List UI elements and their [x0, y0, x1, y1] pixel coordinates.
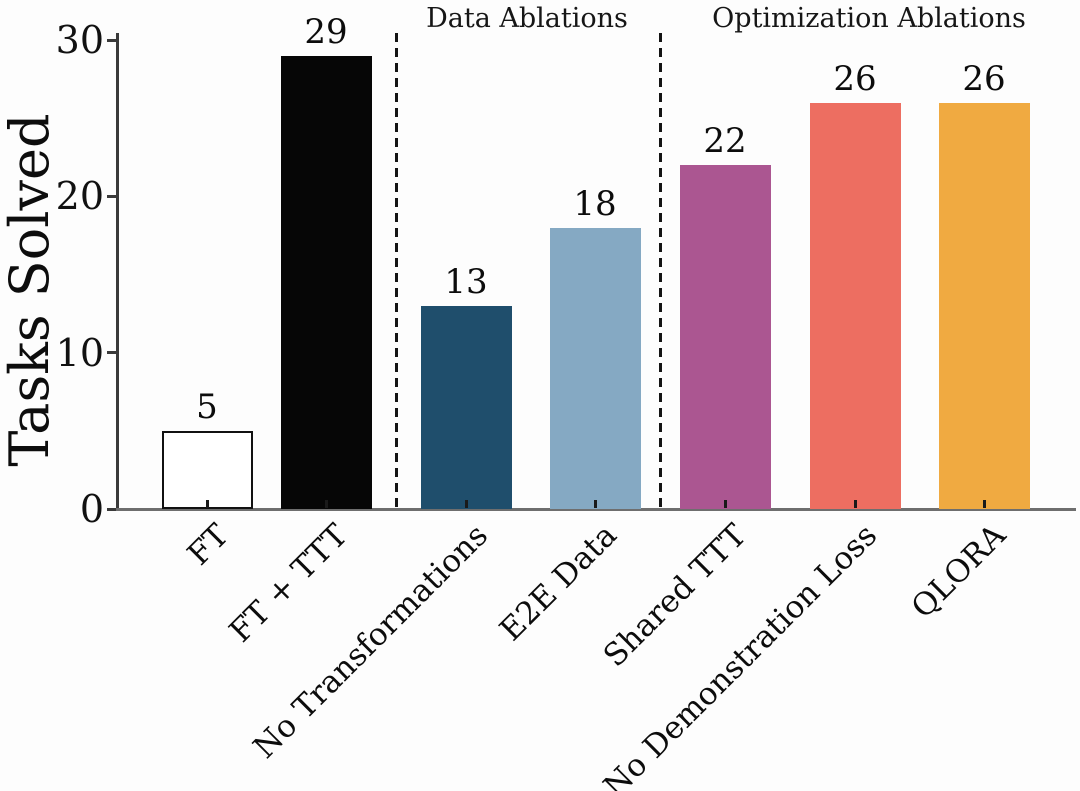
x-tick-label: E2E Data	[492, 517, 624, 649]
bar-ft-ttt	[280, 55, 372, 509]
x-tick-mark	[723, 500, 727, 508]
x-tick-label: QLORA	[904, 517, 1013, 626]
bar-value-label: 26	[962, 58, 1006, 99]
bar-value-label: 13	[444, 261, 488, 302]
bar-qlora	[938, 102, 1030, 509]
x-tick-label: FT	[180, 517, 236, 573]
section-title-optimization-ablations: Optimization Ablations	[712, 3, 1026, 34]
bar-no-demonstration-loss	[809, 102, 901, 509]
y-axis-line	[116, 33, 119, 510]
bar-value-label: 22	[703, 121, 747, 162]
y-tick-mark	[107, 38, 116, 42]
bar-no-transformations	[420, 305, 512, 509]
x-tick-label: FT + TTT	[222, 517, 355, 650]
bar-value-label: 5	[196, 386, 218, 427]
y-tick-label: 0	[79, 487, 104, 531]
x-tick-label: No Transformations	[246, 517, 495, 766]
section-separator-line	[395, 33, 398, 509]
bar-value-label: 29	[304, 11, 348, 52]
y-axis-title: Tasks Solved	[0, 113, 61, 467]
x-axis-line	[116, 508, 1076, 511]
bar-value-label: 26	[833, 58, 877, 99]
y-tick-label: 10	[55, 330, 104, 375]
bar-shared-ttt	[679, 165, 771, 509]
x-tick-mark	[205, 500, 209, 508]
x-tick-mark	[464, 500, 468, 508]
bar-ft	[161, 430, 253, 509]
y-tick-mark	[107, 507, 116, 511]
bar-value-label: 18	[573, 183, 617, 224]
y-tick-label: 20	[55, 174, 104, 219]
x-tick-mark	[593, 500, 597, 508]
section-separator-line	[659, 33, 662, 509]
y-tick-label: 30	[55, 18, 104, 62]
y-tick-mark	[107, 194, 116, 198]
y-tick-mark	[107, 351, 116, 355]
section-title-data-ablations: Data Ablations	[426, 3, 628, 34]
x-tick-mark	[982, 500, 986, 508]
x-tick-mark	[853, 500, 857, 508]
x-tick-mark	[324, 500, 328, 508]
bar-e2e-data	[549, 227, 641, 509]
